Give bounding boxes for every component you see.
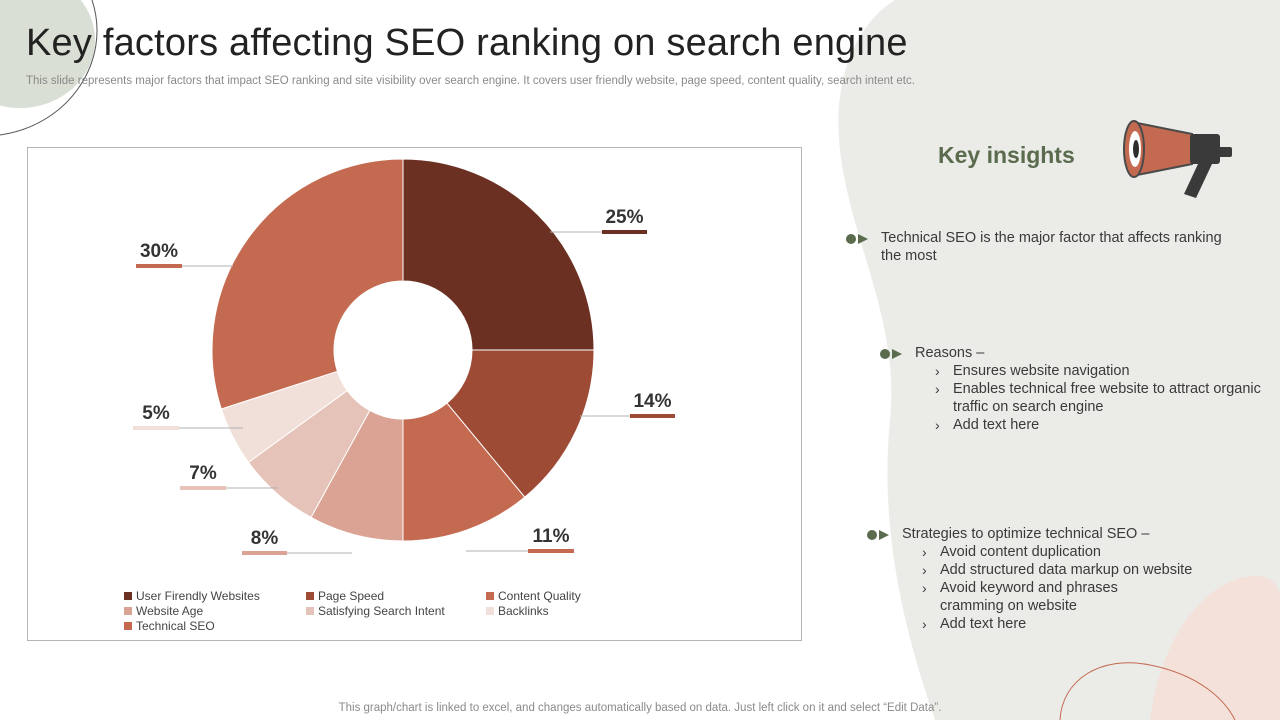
legend-label: Technical SEO — [136, 619, 215, 633]
legend-swatch — [486, 592, 494, 600]
legend-item-page-speed: Page Speed — [306, 589, 384, 603]
legend-swatch — [306, 592, 314, 600]
legend-item-website-age: Website Age — [124, 604, 203, 618]
chart-canvas: 25% 14% 11% 8% 7% 5% 30% — [133, 158, 675, 555]
legend-swatch — [124, 607, 132, 615]
doughnut-slice-0[interactable] — [402, 158, 595, 351]
data-label-bar-0 — [602, 230, 647, 234]
bottom-right-outline — [1059, 662, 1236, 720]
bullet-icon — [867, 530, 889, 540]
chevron-right-icon: › — [935, 381, 940, 397]
data-label-bar-1 — [630, 414, 675, 418]
page-subtitle: This slide represents major factors that… — [26, 75, 915, 87]
data-label-5: 5% — [142, 403, 170, 424]
doughnut-slice-2[interactable] — [402, 402, 526, 542]
legend-swatch — [124, 592, 132, 600]
legend-label: Satisfying Search Intent — [318, 604, 445, 618]
strategy-item: › Add structured data markup on website — [922, 562, 1193, 578]
legend-swatch — [486, 607, 494, 615]
bullet-icon — [846, 234, 868, 244]
reasons-label: Reasons – — [915, 345, 985, 361]
page-title: Key factors affecting SEO ranking on sea… — [26, 22, 908, 64]
data-label-6: 30% — [140, 241, 178, 262]
legend-swatch — [124, 622, 132, 630]
data-label-bar-2 — [528, 549, 574, 553]
insights-title: Key insights — [938, 142, 1075, 168]
legend-label: Backlinks — [498, 604, 549, 618]
right-gray-blob — [838, 0, 1280, 720]
strategy-item: › Avoid keyword and phrases cramming on w… — [922, 580, 1118, 614]
strategy-item: › Add text here — [922, 616, 1027, 632]
strategies-list: › Avoid content duplication › Add structur… — [921, 543, 1192, 633]
reasons-list: › Ensures website navigation › Enables tec… — [934, 362, 1261, 434]
megaphone-icon — [1123, 120, 1232, 198]
data-label-bar-3 — [242, 551, 287, 555]
legend-label: Website Age — [136, 604, 204, 618]
chevron-right-icon: › — [922, 580, 927, 596]
insight-reasons: Reasons – › Ensures website navigation › E… — [879, 344, 1261, 434]
legend-label: Page Speed — [318, 589, 385, 603]
legend-item-content-quality: Content Quality — [486, 589, 581, 603]
legend-label: Content Quality — [498, 589, 581, 603]
insight-strategies: Strategies to optimize technical SEO – ›… — [866, 525, 1192, 633]
bullet-icon — [880, 349, 902, 359]
doughnut-slice-1[interactable] — [446, 349, 595, 498]
chevron-right-icon: › — [935, 417, 940, 433]
insight-point-1-text: Technical SEO is the major factor that a… — [881, 230, 1222, 264]
data-label-bar-4 — [180, 486, 226, 490]
reason-item: › Add text here — [935, 417, 1040, 433]
legend-item-backlinks: Backlinks — [486, 604, 549, 618]
chevron-right-icon: › — [922, 616, 927, 632]
top-left-green-blob — [0, 0, 95, 108]
legend-swatch — [306, 607, 314, 615]
reason-item: › Enables technical free website to attra… — [935, 381, 1261, 415]
top-left-arc — [0, 0, 98, 136]
data-label-3: 8% — [251, 528, 279, 549]
insight-point-1: Technical SEO is the major factor that a… — [845, 229, 1222, 265]
chevron-right-icon: › — [922, 562, 927, 578]
legend-item-technical-seo: Technical SEO — [124, 619, 215, 633]
doughnut-slice-6[interactable] — [211, 158, 404, 410]
footer-note: This graph/chart is linked to excel, and… — [338, 702, 942, 714]
reason-item: › Ensures website navigation — [935, 363, 1130, 379]
bottom-right-pink-blob — [1150, 576, 1280, 720]
data-label-bar-5 — [133, 426, 179, 430]
chevron-right-icon: › — [935, 363, 940, 379]
legend-label: User Firendly Websites — [136, 589, 260, 603]
strategies-label: Strategies to optimize technical SEO – — [902, 526, 1150, 542]
data-label-2: 11% — [533, 526, 570, 547]
data-label-4: 7% — [189, 463, 217, 484]
doughnut-chart[interactable]: 25% 14% 11% 8% 7% 5% 30% User Firendly Website… — [27, 147, 802, 641]
legend-item-user-friendly: User Firendly Websites — [124, 589, 260, 603]
data-label-0: 25% — [605, 207, 643, 228]
data-label-1: 14% — [633, 391, 671, 412]
strategy-item: › Avoid content duplication — [922, 544, 1101, 560]
chevron-right-icon: › — [922, 544, 927, 560]
data-label-bar-6 — [136, 264, 182, 268]
legend-item-search-intent: Satisfying Search Intent — [306, 604, 445, 618]
